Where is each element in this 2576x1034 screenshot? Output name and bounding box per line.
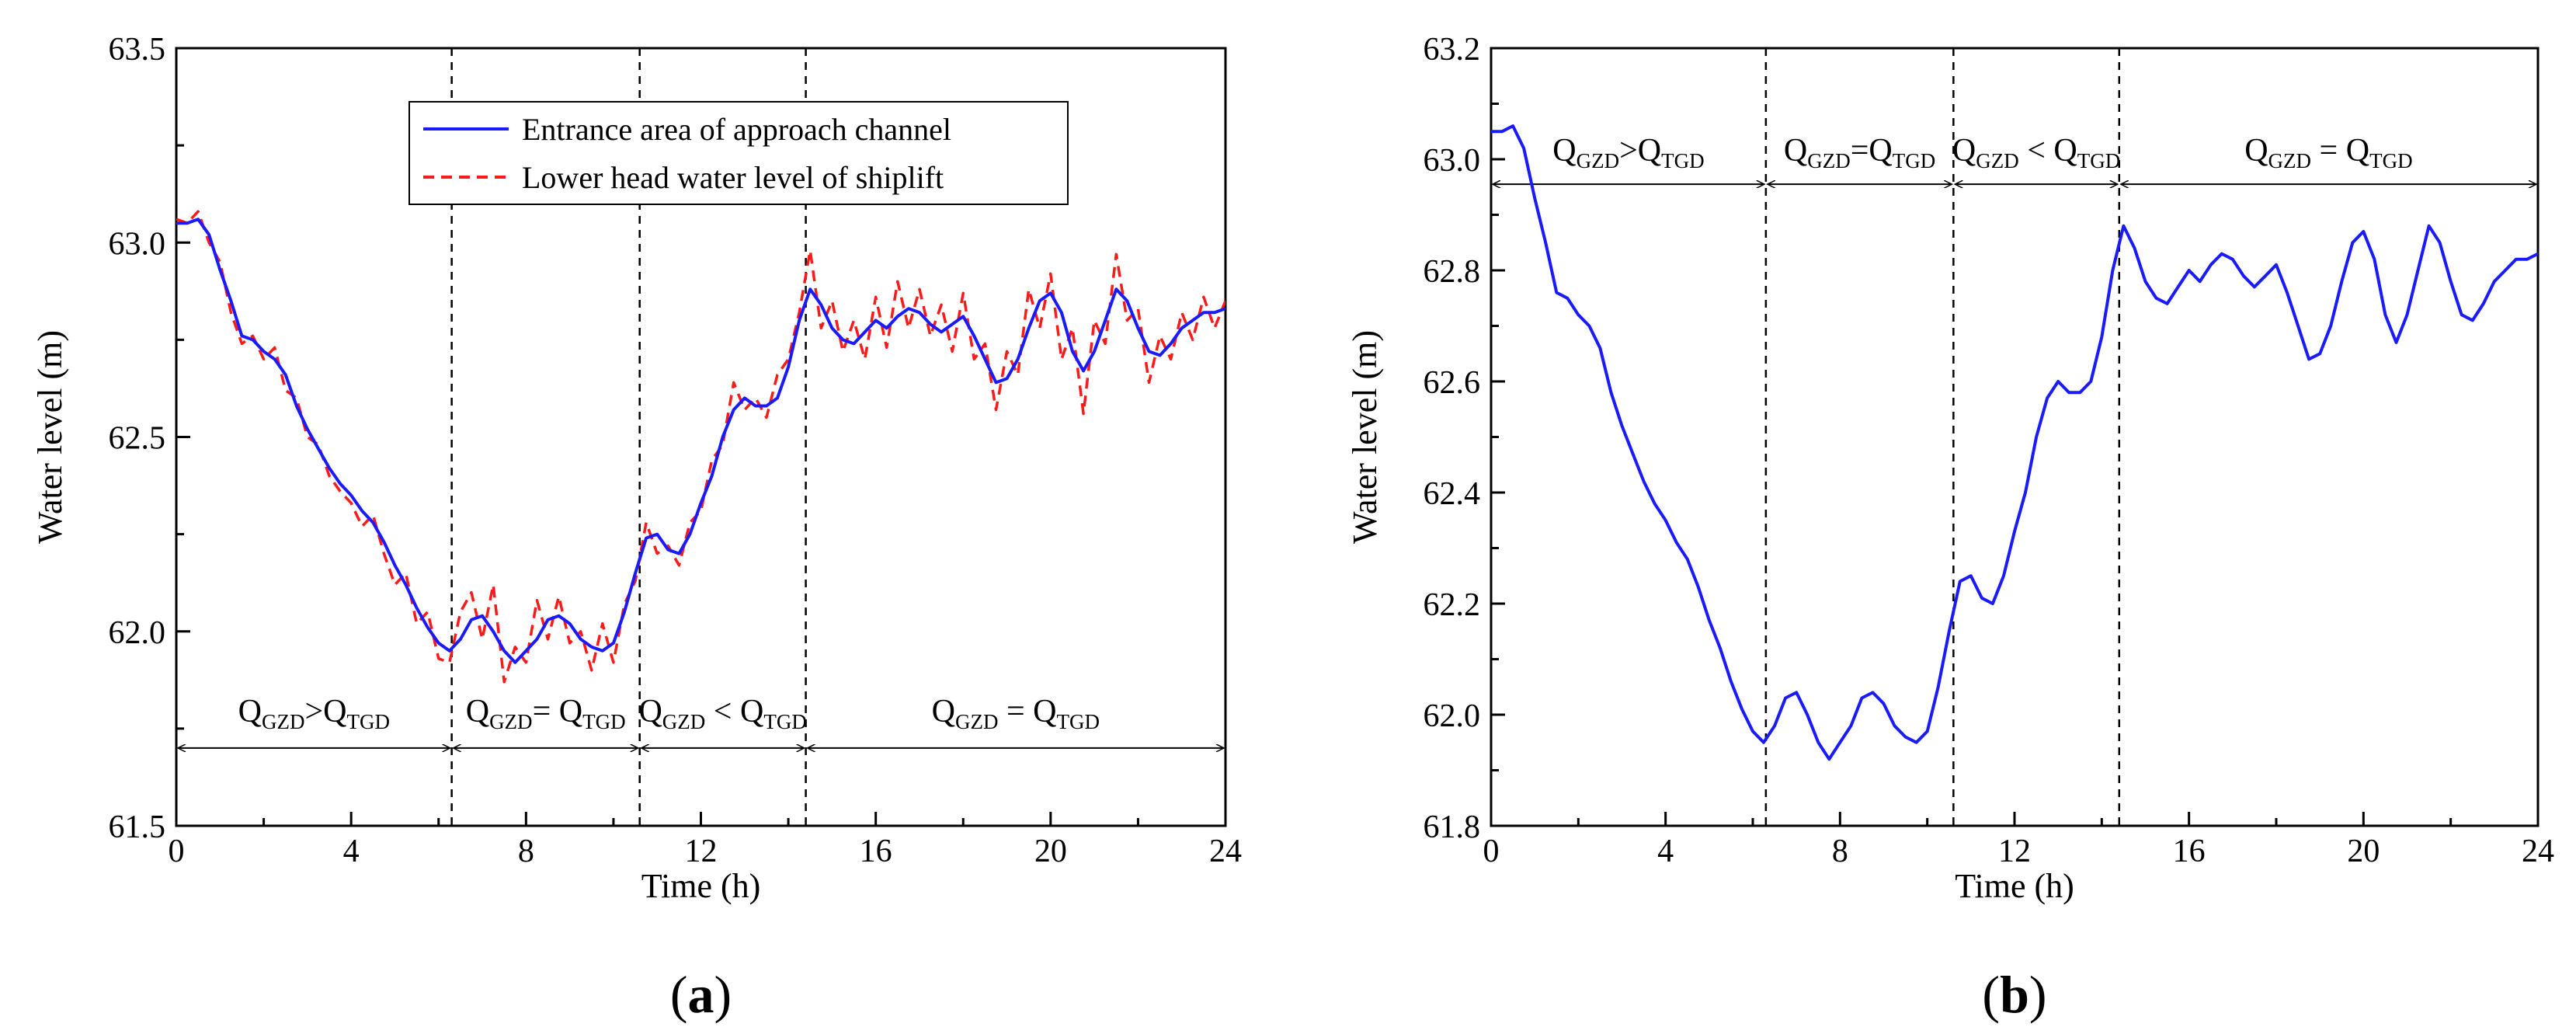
x-tick-label: 24: [1209, 834, 1242, 869]
region-sub-tgd: TGD: [2077, 149, 2121, 172]
x-tick-label: 20: [1034, 834, 1067, 869]
legend-entry: Lower head water level of shiplift: [522, 160, 944, 195]
y-axis-title: Water level (m): [1346, 330, 1384, 544]
region-label: QGZD>QTGD: [1552, 133, 1704, 172]
y-tick-label: 62.5: [109, 421, 166, 457]
y-tick-label: 62.2: [1424, 587, 1481, 623]
y-tick-label: 61.8: [1424, 809, 1481, 845]
panel-label-close: ): [714, 965, 732, 1024]
region-op: >Q: [304, 694, 346, 729]
region-q: Q: [466, 694, 489, 729]
region-label: QGZD < QTGD: [638, 694, 806, 733]
region-sub-gzd: GZD: [2268, 149, 2312, 172]
y-tick-label: 62.4: [1424, 476, 1481, 512]
y-tick-label: 63.0: [1424, 143, 1481, 179]
region-sub-gzd: GZD: [1976, 149, 2019, 172]
panel-label-open: (: [670, 965, 688, 1024]
region-sub-gzd: GZD: [955, 710, 999, 733]
region-sub-gzd: GZD: [1807, 149, 1851, 172]
y-tick-label: 62.6: [1424, 365, 1481, 401]
x-tick-label: 0: [169, 834, 185, 869]
region-sub-tgd: TGD: [582, 710, 626, 733]
y-tick-label: 63.0: [109, 226, 166, 262]
panel-label-b: (b): [1982, 965, 2046, 1024]
region-op: = Q: [533, 694, 583, 729]
region-op: < Q: [2019, 133, 2077, 169]
region-sub-tgd: TGD: [1056, 710, 1100, 733]
x-axis-title: Time (h): [641, 867, 761, 905]
region-op: >Q: [1619, 133, 1661, 169]
panel-label-close: ): [2029, 965, 2047, 1024]
region-op: = Q: [998, 694, 1056, 729]
region-q: Q: [1784, 133, 1807, 169]
y-tick-label: 62.8: [1424, 254, 1481, 290]
region-q: Q: [1552, 133, 1576, 169]
x-tick-label: 0: [1483, 834, 1500, 869]
region-sub-tgd: TGD: [347, 710, 391, 733]
legend: Entrance area of approach channel Lower h…: [408, 101, 1069, 205]
region-op: = Q: [2311, 133, 2369, 169]
legend-box: [408, 101, 1069, 205]
x-tick-label: 4: [343, 834, 360, 869]
x-tick-label: 12: [685, 834, 718, 869]
region-sub-gzd: GZD: [262, 710, 305, 733]
x-tick-label: 8: [518, 834, 534, 869]
region-q: Q: [1952, 133, 1976, 169]
region-label: QGZD= QTGD: [466, 694, 626, 733]
region-op: < Q: [705, 694, 763, 729]
y-tick-label: 61.5: [109, 809, 166, 845]
x-tick-label: 16: [2173, 834, 2206, 869]
panel-label-letter: b: [2000, 965, 2029, 1024]
series-line-shiplift: [176, 210, 1225, 684]
x-tick-label: 24: [2522, 834, 2554, 869]
region-label: QGZD = QTGD: [2244, 133, 2412, 172]
region-sub-tgd: TGD: [1893, 149, 1936, 172]
region-label: QGZD < QTGD: [1952, 133, 2120, 172]
y-axis-title: Water level (m): [31, 330, 69, 544]
region-sub-tgd: TGD: [2369, 149, 2413, 172]
panel-label-letter: a: [688, 965, 714, 1024]
x-tick-label: 20: [2347, 834, 2380, 869]
region-q: Q: [2244, 133, 2268, 169]
chart-panel-b: 0 4 8 12 16 20 24 61.8 62.0 62.2 62.4 62.6 62.8 63.0 6…: [1346, 32, 2554, 905]
panel-label-a: (a): [670, 965, 732, 1024]
series-line-entrance: [1491, 124, 2538, 761]
region-sub-gzd: GZD: [662, 710, 706, 733]
legend-entry: Entrance area of approach channel: [522, 112, 951, 147]
x-tick-label: 4: [1657, 834, 1674, 869]
y-tick-label: 62.0: [1424, 698, 1481, 734]
series-line-entrance: [176, 218, 1225, 664]
region-label: QGZD=QTGD: [1784, 133, 1935, 172]
region-sub-tgd: TGD: [763, 710, 806, 733]
region-sub-gzd: GZD: [489, 710, 533, 733]
region-sub-tgd: TGD: [1661, 149, 1705, 172]
x-tick-label: 12: [1998, 834, 2031, 869]
x-tick-label: 8: [1832, 834, 1848, 869]
region-sub-gzd: GZD: [1577, 149, 1620, 172]
region-label: QGZD = QTGD: [932, 694, 1100, 733]
y-tick-label: 63.2: [1424, 32, 1481, 68]
region-q: Q: [932, 694, 955, 729]
region-label: QGZD>QTGD: [238, 694, 390, 733]
region-op: =Q: [1851, 133, 1893, 169]
x-tick-label: 16: [860, 834, 892, 869]
region-q: Q: [638, 694, 662, 729]
chart-panel-a: 0 4 8 12 16 20 24 61.5 62.0 62.5 63.0 63.5 Time (h) W…: [31, 32, 1242, 905]
x-axis-title: Time (h): [1955, 867, 2074, 905]
region-q: Q: [238, 694, 262, 729]
y-tick-label: 63.5: [109, 32, 166, 68]
y-tick-label: 62.0: [109, 615, 166, 651]
panel-label-open: (: [1982, 965, 2000, 1024]
